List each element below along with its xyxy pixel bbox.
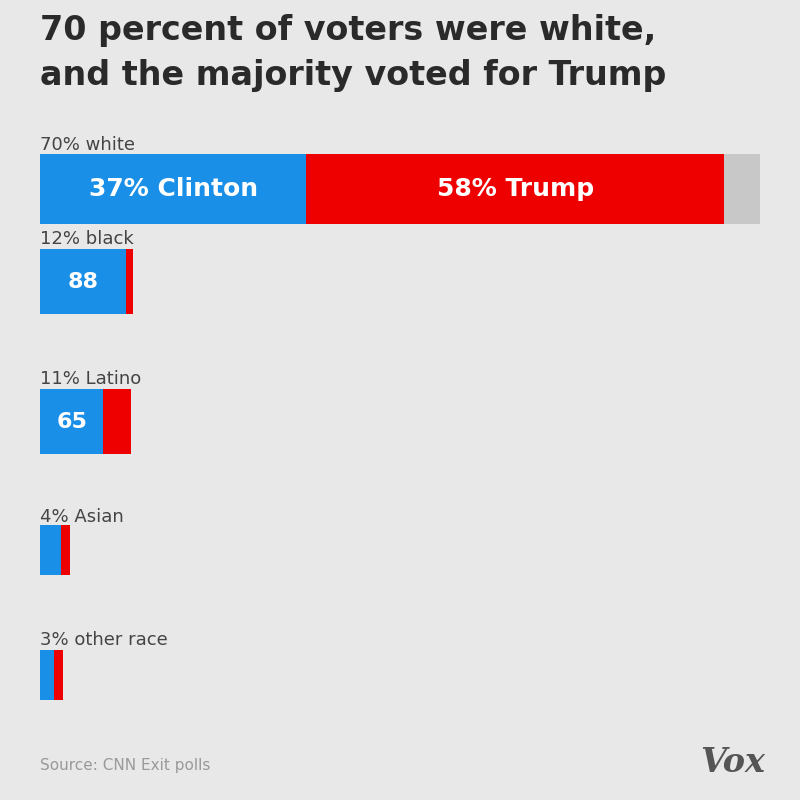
Bar <box>724 154 760 224</box>
Bar <box>61 525 70 575</box>
Text: 70 percent of voters were white,: 70 percent of voters were white, <box>40 14 656 47</box>
Text: Vox: Vox <box>700 746 765 779</box>
Text: 65: 65 <box>56 411 87 431</box>
Bar <box>40 525 61 575</box>
Bar <box>54 650 63 700</box>
Bar <box>40 650 54 700</box>
Text: and the majority voted for Trump: and the majority voted for Trump <box>40 59 666 92</box>
Text: 11% Latino: 11% Latino <box>40 370 142 388</box>
Bar <box>306 154 724 224</box>
Text: Source: CNN Exit polls: Source: CNN Exit polls <box>40 758 210 773</box>
Bar <box>40 389 103 454</box>
Text: 58% Trump: 58% Trump <box>437 177 594 201</box>
Text: 88: 88 <box>67 271 98 291</box>
Bar <box>40 249 126 314</box>
Bar <box>126 249 134 314</box>
Text: 3% other race: 3% other race <box>40 631 168 649</box>
Text: 70% white: 70% white <box>40 136 135 154</box>
Text: 4% Asian: 4% Asian <box>40 508 124 526</box>
Text: 12% black: 12% black <box>40 230 134 248</box>
Bar <box>103 389 131 454</box>
Bar <box>40 154 306 224</box>
Text: 37% Clinton: 37% Clinton <box>89 177 258 201</box>
